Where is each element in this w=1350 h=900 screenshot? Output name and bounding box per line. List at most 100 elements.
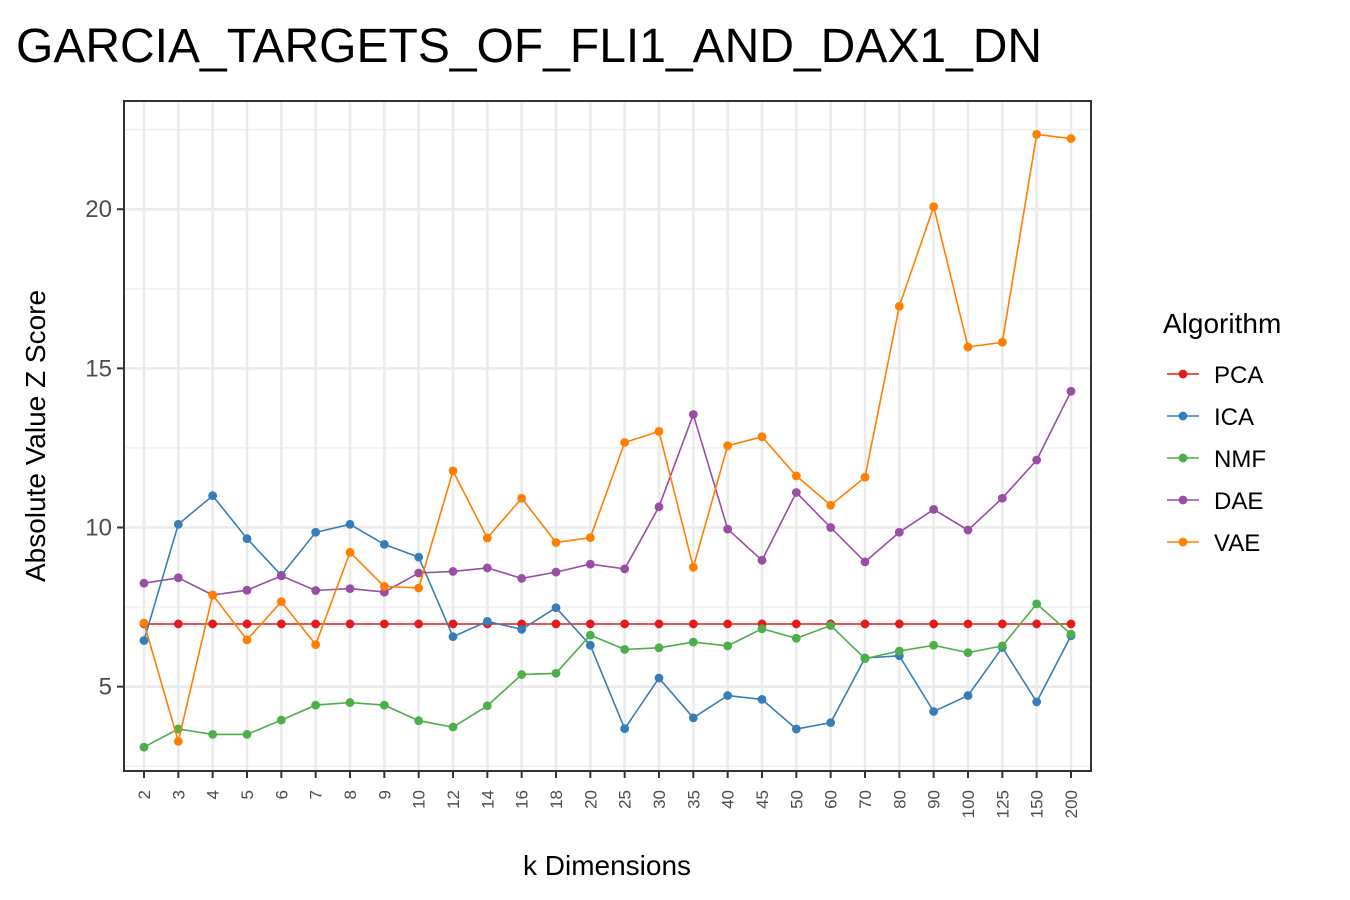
data-point-dae xyxy=(517,574,527,583)
x-tick-label: 12 xyxy=(444,790,463,809)
data-point-pca xyxy=(963,619,973,629)
data-point-vae xyxy=(791,471,801,481)
y-axis: 5 10 15 20 xyxy=(85,196,124,701)
data-point-vae xyxy=(963,342,973,352)
data-point-nmf xyxy=(482,701,492,711)
data-point-ica xyxy=(585,640,595,650)
data-point-vae xyxy=(517,493,527,503)
plot-panel-border xyxy=(123,100,1092,772)
data-point-dae xyxy=(311,586,321,595)
data-point-ica xyxy=(345,519,355,529)
data-point-ica xyxy=(620,724,630,734)
data-point-vae xyxy=(208,590,218,600)
data-point-dae xyxy=(826,523,836,532)
minor-gridlines xyxy=(124,129,1091,767)
data-point-nmf xyxy=(345,698,355,707)
x-tick-label: 45 xyxy=(753,790,772,809)
data-point-nmf xyxy=(826,621,836,630)
series-layer xyxy=(139,130,1076,752)
data-point-pca xyxy=(860,619,870,629)
data-point-vae xyxy=(585,533,595,543)
y-tick-label: 15 xyxy=(85,355,112,382)
x-tick-label: 40 xyxy=(719,790,738,809)
legend-title: Algorithm xyxy=(1163,308,1281,339)
data-point-pca xyxy=(723,619,733,629)
data-point-dae xyxy=(791,488,801,497)
data-point-nmf xyxy=(997,641,1007,651)
data-point-ica xyxy=(791,724,801,734)
x-tick-label: 3 xyxy=(169,790,188,799)
data-point-dae xyxy=(448,567,458,576)
x-tick-label: 10 xyxy=(410,790,429,809)
x-tick-label: 100 xyxy=(959,790,978,818)
data-point-dae xyxy=(963,525,973,535)
data-point-nmf xyxy=(791,633,801,643)
x-tick-label: 60 xyxy=(822,790,841,809)
data-point-ica xyxy=(654,673,664,683)
data-point-dae xyxy=(723,524,733,534)
legend-key-point-ica xyxy=(1178,411,1188,421)
data-point-vae xyxy=(379,581,389,591)
series-line-nmf xyxy=(143,602,1072,748)
data-point-nmf xyxy=(139,742,149,752)
data-point-vae xyxy=(929,202,939,212)
x-tick-label: 20 xyxy=(581,790,600,809)
x-tick-label: 35 xyxy=(684,790,703,809)
data-point-ica xyxy=(963,691,973,700)
data-point-vae xyxy=(311,640,321,650)
data-point-dae xyxy=(860,557,870,567)
major-gridlines xyxy=(124,101,1091,771)
legend-key-point-nmf xyxy=(1178,453,1188,463)
data-point-vae xyxy=(723,441,733,451)
data-point-vae xyxy=(654,426,664,436)
data-point-nmf xyxy=(311,700,321,710)
x-tick-label: 70 xyxy=(856,790,875,809)
legend-key-point-dae xyxy=(1178,495,1188,505)
x-axis: 2 3 4 5 6 7 8 9 10 12 14 16 18 20 25 30 35 40 45 50 60 70 80 90… xyxy=(135,771,1081,818)
data-point-vae xyxy=(860,472,870,482)
data-point-nmf xyxy=(1066,629,1076,639)
data-point-vae xyxy=(448,466,458,476)
data-point-dae xyxy=(585,559,595,569)
y-axis-title: Absolute Value Z Score xyxy=(20,290,51,582)
data-point-pca xyxy=(929,619,939,629)
x-tick-label: 2 xyxy=(135,790,154,799)
data-point-vae xyxy=(345,547,355,557)
data-point-dae xyxy=(345,584,355,594)
data-point-nmf xyxy=(517,670,527,679)
data-point-pca xyxy=(791,619,801,629)
data-point-ica xyxy=(173,519,183,529)
data-point-nmf xyxy=(551,668,561,678)
data-point-vae xyxy=(242,635,252,645)
x-tick-label: 80 xyxy=(890,790,909,809)
data-point-dae xyxy=(414,568,424,578)
data-point-nmf xyxy=(208,729,218,739)
x-tick-label: 6 xyxy=(272,790,291,799)
data-point-pca xyxy=(379,619,389,629)
series-line-ica xyxy=(143,494,1072,731)
x-tick-label: 30 xyxy=(650,790,669,809)
data-point-ica xyxy=(929,707,939,716)
legend-label-vae: VAE xyxy=(1214,530,1260,557)
y-tick-label: 20 xyxy=(85,196,112,223)
data-point-vae xyxy=(414,583,424,593)
data-point-ica xyxy=(139,636,149,645)
data-point-vae xyxy=(620,438,630,447)
data-point-nmf xyxy=(894,646,904,656)
data-point-dae xyxy=(482,563,492,573)
legend-key-point-vae xyxy=(1178,537,1188,547)
data-point-nmf xyxy=(379,700,389,710)
y-tick-label: 5 xyxy=(99,674,112,701)
data-point-pca xyxy=(688,619,698,629)
data-point-pca xyxy=(894,619,904,629)
data-point-dae xyxy=(620,564,630,574)
data-point-pca xyxy=(311,619,321,629)
data-point-ica xyxy=(688,713,698,723)
data-point-pca xyxy=(242,619,252,629)
data-point-pca xyxy=(448,619,458,629)
data-point-vae xyxy=(482,533,492,543)
data-point-ica xyxy=(826,718,836,728)
data-point-dae xyxy=(654,502,664,512)
data-point-dae xyxy=(173,573,183,583)
